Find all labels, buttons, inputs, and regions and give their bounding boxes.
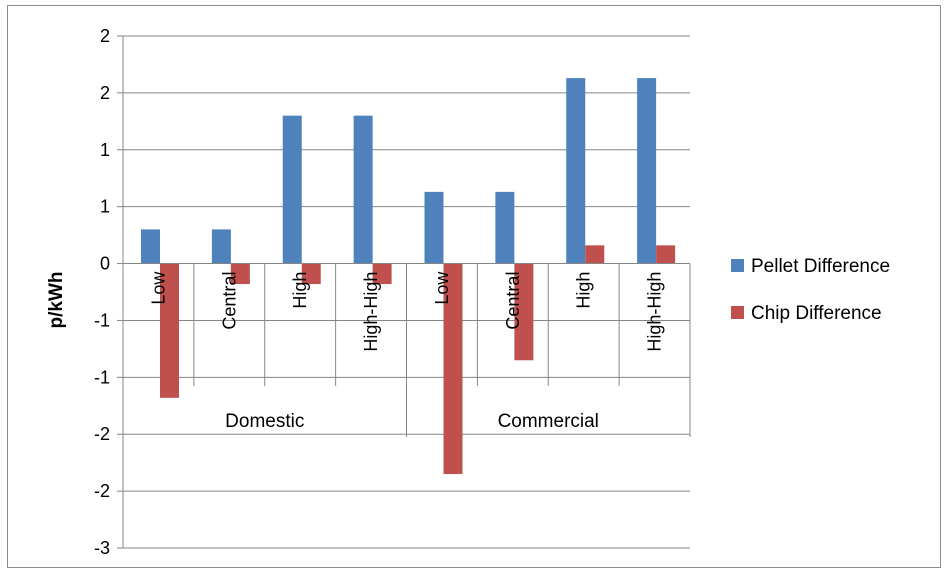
category-label: Central	[503, 272, 523, 330]
bars	[141, 78, 676, 475]
axes	[117, 35, 691, 549]
y-tick-label: -1	[94, 310, 110, 330]
bar-chip	[301, 263, 321, 285]
bar-pellet	[282, 115, 302, 264]
y-tick-label: 0	[100, 254, 110, 274]
bar-pellet	[141, 229, 160, 264]
group-label: Commercial	[498, 411, 599, 432]
bar-chip	[443, 263, 463, 475]
bar-chip	[372, 263, 392, 285]
legend-swatch	[731, 306, 744, 319]
bar-pellet	[495, 191, 515, 264]
category-label: Low	[432, 271, 452, 305]
bar-pellet	[211, 229, 231, 264]
y-tick-label: -1	[94, 367, 110, 387]
category-label: Low	[148, 271, 168, 305]
category-label: High	[574, 272, 594, 309]
y-tick-label: 2	[100, 83, 110, 103]
y-tick-label: 1	[100, 197, 110, 217]
bar-pellet	[566, 78, 586, 264]
bar-chip	[514, 263, 534, 361]
category-labels: Low Central High High-High Low Central High Hig…	[148, 271, 664, 432]
legend-swatch	[731, 259, 744, 272]
bar-chip	[585, 245, 605, 264]
legend-label: Chip Difference	[751, 303, 882, 324]
category-label: High-High	[645, 272, 665, 352]
category-label: Central	[219, 272, 239, 330]
bar-pellet	[637, 78, 657, 264]
legend: Pellet Difference Chip Difference	[731, 256, 890, 324]
y-tick-labels: 2 2 1 1 0 -1 -1 -2 -2 -3	[94, 26, 110, 558]
bar-pellet	[353, 115, 373, 264]
y-axis-title: p/kWh	[46, 272, 67, 329]
bar-chip	[230, 263, 250, 285]
bar-chip	[656, 245, 676, 264]
y-tick-label: -2	[94, 481, 110, 501]
category-label: High-High	[361, 272, 381, 352]
y-tick-label: 2	[100, 26, 110, 46]
y-tick-label: -3	[94, 538, 110, 558]
y-tick-label: -2	[94, 424, 110, 444]
y-tick-label: 1	[100, 140, 110, 160]
category-label: High	[290, 272, 310, 309]
group-label: Domestic	[225, 411, 304, 432]
bar-pellet	[424, 191, 444, 264]
bar-chip	[160, 263, 179, 398]
legend-label: Pellet Difference	[751, 256, 890, 277]
